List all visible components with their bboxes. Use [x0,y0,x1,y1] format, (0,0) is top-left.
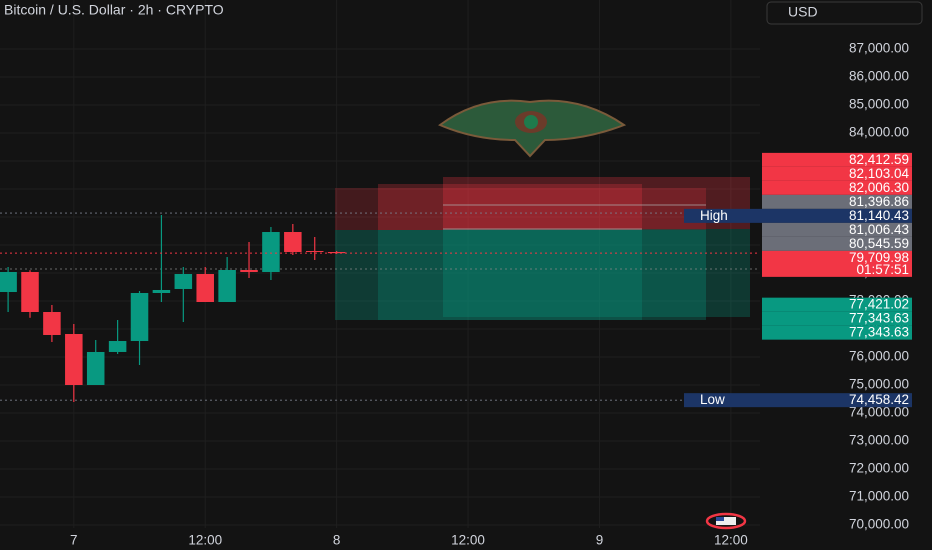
price-label-box [762,152,912,167]
price-label-box [762,166,912,181]
candle-body [240,270,258,272]
price-label: 82,006.30 [849,180,909,195]
price-label: 77,343.63 [849,325,909,340]
y-tick-label: 70,000.00 [849,517,909,532]
reward-box [335,230,706,320]
candle-body [108,341,127,352]
x-tick-label: 12:00 [188,533,222,548]
y-tick-label: 85,000.00 [849,97,909,112]
price-label-box [762,208,912,223]
price-label-box [762,311,912,326]
price-label-box [762,180,912,195]
tag: High [700,208,728,223]
candle-body [327,251,346,254]
x-tick-label: 9 [596,533,604,548]
price-label-box [762,236,912,251]
y-tick-label: 71,000.00 [849,489,909,504]
y-tick-label: 73,000.00 [849,433,909,448]
candles [0,215,346,402]
y-tick-label: 86,000.00 [849,69,909,84]
y-tick-label: 72,000.00 [849,461,909,476]
tag: Low [700,392,725,407]
price-label: 77,343.63 [849,311,909,326]
candle-body [196,274,214,303]
candle-body [218,270,236,303]
candle-body [305,250,324,252]
price-label: 79,709.98 [849,250,909,265]
candle-body [21,271,39,313]
tag-box [684,208,762,223]
level-lines [0,212,760,401]
candle-body [262,232,280,272]
price-labels: 82,412.5982,103.0482,006.3081,396.8681,1… [684,152,912,407]
candle-body [0,271,17,293]
grid [0,0,760,528]
x-tick-label: 12:00 [714,533,748,548]
candle-body [152,289,171,293]
y-tick-label: 74,000.00 [849,405,909,420]
logo [438,99,627,158]
price-label: 81,396.86 [849,194,909,209]
price-label: 81,140.43 [849,208,909,223]
risk-box [378,184,642,230]
x-tick-label: 8 [333,533,341,548]
price-label-box [762,393,912,408]
price-label-box [762,250,912,277]
candle-body [43,312,61,335]
candle-body [284,232,302,252]
reward-box [378,230,642,320]
y-tick-label: 84,000.00 [849,125,909,140]
currency[interactable]: USD [788,4,818,20]
price-label: 74,458.42 [849,392,909,407]
candle-body [174,274,193,289]
price-label-box [762,297,912,312]
y-tick-label: 87,000.00 [849,41,909,56]
price-label-box [762,194,912,209]
price-label: 82,412.59 [849,152,909,167]
risk-box [335,188,706,230]
y-tick-label: 75,000.00 [849,377,909,392]
countdown: 01:57:51 [856,262,909,277]
currency-button[interactable] [766,1,923,25]
price-label: 77,421.02 [849,297,909,312]
tag-box [684,393,762,408]
x-tick-label: 7 [70,533,78,548]
y-tick-label: 76,000.00 [849,349,909,364]
x-axis: 7 12:00 8 12:00 9 12:00 [70,533,748,548]
x-tick-label: 12:00 [451,533,485,548]
price-label: 80,545.59 [849,236,909,251]
price-label-box [762,222,912,237]
candle-body [130,292,149,342]
flag-icon [705,512,747,530]
price-label: 81,006.43 [849,222,909,237]
price-label-box [762,325,912,340]
reward-box [443,229,750,317]
candle-body [86,351,105,385]
candle-body [65,334,83,385]
price-label: 82,103.04 [849,166,910,181]
chart-title: Bitcoin / U.S. Dollar · 2h · CRYPTO [4,2,224,18]
